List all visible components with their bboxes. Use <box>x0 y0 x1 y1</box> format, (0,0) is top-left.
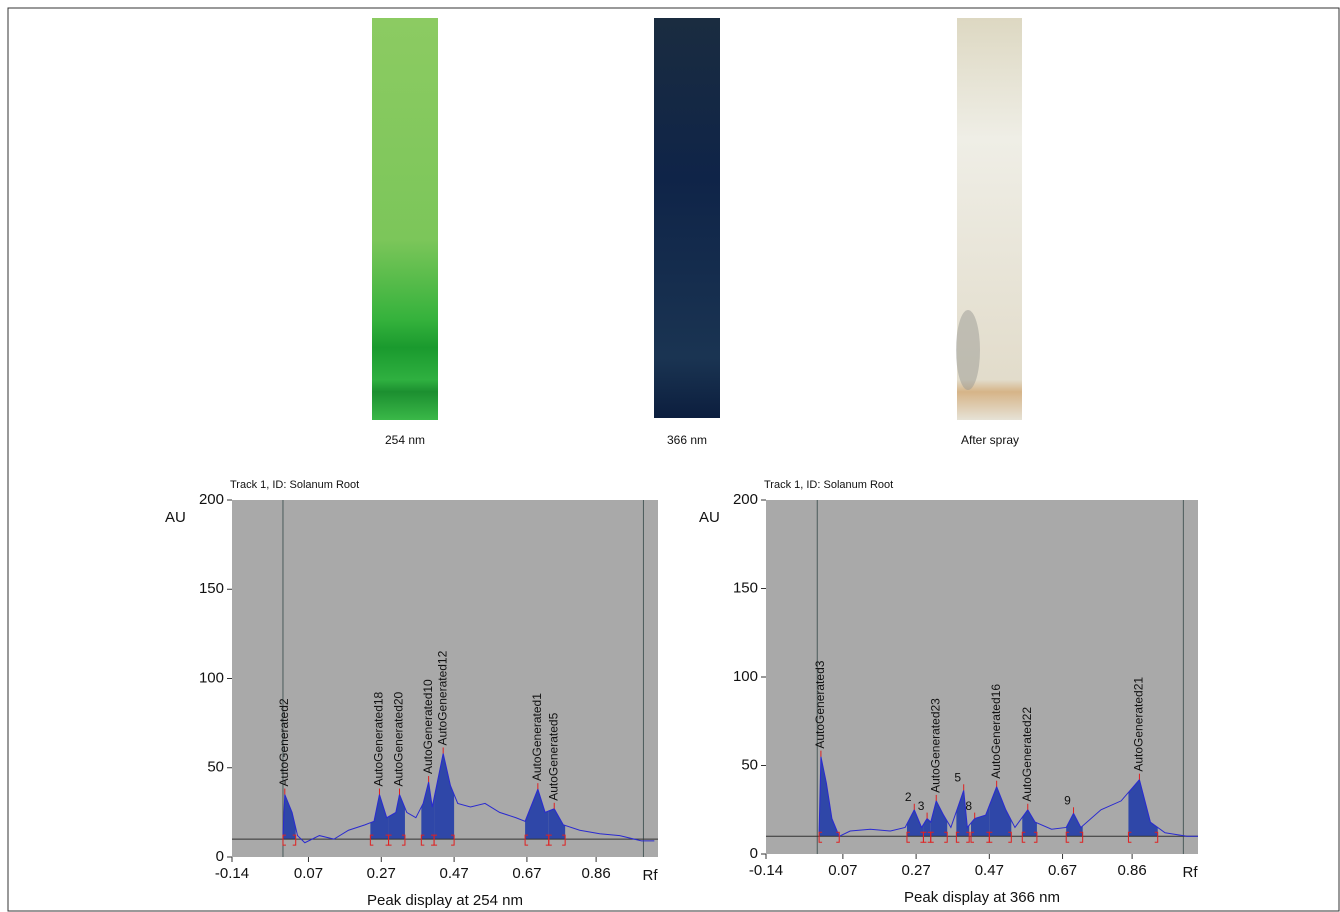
peak-bracket <box>966 831 970 843</box>
peak-area <box>421 782 435 840</box>
peak-bracket <box>420 834 425 846</box>
peak-label: 8 <box>965 799 972 813</box>
x-tick-label: -0.14 <box>749 862 783 879</box>
plate-254 <box>372 18 438 420</box>
peak-area <box>930 800 948 837</box>
peak-area <box>548 808 566 840</box>
x-tick-label: 0.67 <box>1048 862 1077 879</box>
y-tick-label: 200 <box>733 491 758 508</box>
peak-bracket <box>562 834 566 846</box>
y-axis-label: AU <box>165 509 186 526</box>
peak-area <box>989 786 1012 837</box>
peak-bracket <box>955 831 960 843</box>
peak-bracket <box>282 834 286 846</box>
x-tick-label: 0.86 <box>1118 862 1147 879</box>
peak-label: AutoGenerated1 <box>530 693 544 781</box>
peak-area <box>388 794 405 840</box>
peak-bracket <box>292 834 297 846</box>
peak-bracket <box>1079 831 1084 843</box>
x-tick-label: 0.27 <box>367 865 396 882</box>
peak-bracket <box>944 831 948 843</box>
peak-bracket <box>401 834 406 846</box>
peak-bracket <box>1008 831 1012 843</box>
peak-area <box>525 789 549 840</box>
x-tick-label: 0.07 <box>294 865 323 882</box>
x-axis-end-label: Rf <box>1183 864 1199 881</box>
y-tick-label: 100 <box>199 669 224 686</box>
peak-bracket <box>930 831 934 843</box>
peak-bracket <box>548 834 552 846</box>
peak-label: AutoGenerated2 <box>277 698 291 786</box>
peak-area <box>1066 813 1083 837</box>
profile-line <box>818 756 1198 837</box>
peak-label: AutoGenerated23 <box>928 698 942 793</box>
frame <box>7 7 1340 912</box>
peak-label: 5 <box>954 770 961 784</box>
peak-bracket <box>818 831 823 843</box>
peak-bracket <box>1065 831 1070 843</box>
peak-label: AutoGenerated16 <box>989 684 1003 779</box>
profile-line <box>282 753 655 844</box>
peak-bracket <box>906 831 910 843</box>
peak-label: AutoGenerated22 <box>1020 707 1034 802</box>
x-axis-label: Peak display at 366 nm <box>904 889 1060 906</box>
peak-label: AutoGenerated5 <box>546 712 560 800</box>
y-axis-label: AU <box>699 509 720 526</box>
x-axis-end-label: Rf <box>643 867 659 884</box>
peak-bracket <box>922 831 927 843</box>
y-tick-label: 50 <box>741 756 758 773</box>
peak-label: 9 <box>1064 793 1071 807</box>
peak-bracket <box>524 834 529 846</box>
y-tick-label: 0 <box>750 845 758 862</box>
peak-bracket <box>970 831 975 843</box>
peak-label: 3 <box>918 799 925 813</box>
y-tick-label: 150 <box>199 580 224 597</box>
x-tick-label: 0.67 <box>512 865 541 882</box>
peak-area <box>370 794 389 840</box>
peak-bracket <box>836 831 840 843</box>
peak-label: AutoGenerated3 <box>813 660 827 748</box>
peak-label: AutoGenerated20 <box>392 691 406 786</box>
peak-label: AutoGenerated12 <box>435 650 449 745</box>
peak-bracket <box>1127 831 1132 843</box>
peak-label: 2 <box>905 790 912 804</box>
x-tick-label: 0.47 <box>975 862 1004 879</box>
peak-bracket <box>1033 831 1038 843</box>
x-tick-label: 0.47 <box>440 865 469 882</box>
caption: 254 nm <box>385 433 425 447</box>
y-tick-label: 200 <box>199 491 224 508</box>
x-tick-label: 0.27 <box>902 862 931 879</box>
x-tick-label: 0.86 <box>582 865 611 882</box>
peak-bracket <box>388 834 392 846</box>
y-tick-label: 100 <box>733 668 758 685</box>
peak-label: AutoGenerated21 <box>1132 677 1146 772</box>
chart-title: Track 1, ID: Solanum Root <box>764 479 893 491</box>
peak-area <box>282 794 296 840</box>
peak-bracket <box>369 834 374 846</box>
caption: 366 nm <box>667 433 707 447</box>
y-tick-label: 150 <box>733 579 758 596</box>
peak-area <box>956 790 970 837</box>
peak-area <box>1022 809 1037 837</box>
y-tick-label: 50 <box>207 759 224 776</box>
plate-smudge <box>956 310 980 390</box>
peak-bracket <box>1021 831 1026 843</box>
x-tick-label: 0.07 <box>828 862 857 879</box>
peak-area <box>971 805 990 837</box>
peak-bracket <box>1154 831 1159 843</box>
caption: After spray <box>961 433 1019 447</box>
peak-label: AutoGenerated18 <box>372 691 386 786</box>
peak-area <box>819 756 840 837</box>
y-tick-label: 0 <box>216 848 224 865</box>
x-tick-label: -0.14 <box>215 865 249 882</box>
plate-366 <box>654 18 720 418</box>
chart-title: Track 1, ID: Solanum Root <box>230 479 359 491</box>
peak-label: AutoGenerated10 <box>421 679 435 774</box>
peak-bracket <box>451 834 455 846</box>
peak-bracket <box>988 831 993 843</box>
x-axis-label: Peak display at 254 nm <box>367 892 523 909</box>
peak-bracket <box>433 834 438 846</box>
